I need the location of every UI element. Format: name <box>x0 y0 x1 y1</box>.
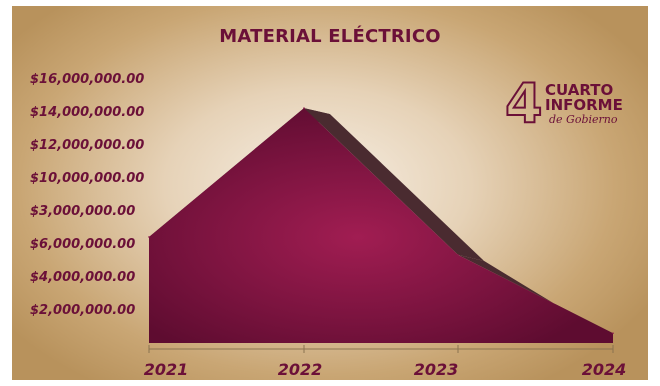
informe-logo: 4 CUARTO INFORME de Gobierno <box>504 73 625 136</box>
x-tick-label: 2022 <box>277 360 323 379</box>
y-tick-label: $6,000,000.00 <box>30 237 136 252</box>
y-tick-label: $10,000,000.00 <box>30 171 145 186</box>
data-point-2024 <box>612 332 614 335</box>
logo-line-1: CUARTO <box>545 81 614 99</box>
logo-line-3: de Gobierno <box>549 113 618 126</box>
y-tick-label: $16,000,000.00 <box>30 72 145 87</box>
y-tick-label: $3,000,000.00 <box>30 204 136 219</box>
area-face <box>149 108 613 343</box>
y-tick-label: $4,000,000.00 <box>30 270 136 285</box>
chart-title: MATERIAL ELÉCTRICO <box>219 26 441 47</box>
data-point-2022 <box>303 107 305 109</box>
y-tick-label: $12,000,000.00 <box>30 138 145 153</box>
x-tick-label: 2024 <box>581 360 627 379</box>
y-tick-label: $14,000,000.00 <box>30 105 145 120</box>
logo-line-2: INFORME <box>545 96 623 114</box>
x-tick-label: 2023 <box>413 360 459 379</box>
x-axis <box>148 345 614 353</box>
x-tick-label: 2021 <box>143 360 189 379</box>
logo-number: 4 <box>504 72 544 135</box>
data-point-2021 <box>148 236 150 238</box>
area-series <box>148 107 614 343</box>
data-point-2023 <box>457 254 459 256</box>
y-tick-label: $2,000,000.00 <box>30 303 136 318</box>
area-depth-segment <box>304 108 484 261</box>
